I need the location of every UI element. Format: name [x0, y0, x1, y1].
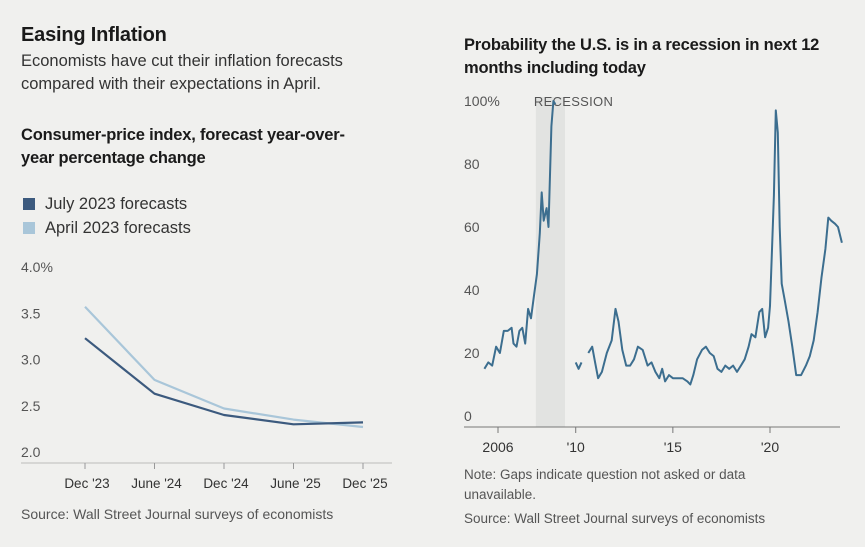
left-chart-title: Consumer-price index, forecast year-over… [21, 124, 345, 170]
cpi-y-tick-label: 4.0% [21, 259, 53, 275]
recession-y-tick-label: 20 [464, 345, 480, 361]
series-line-july-2023 [84, 337, 364, 426]
left-dek-line-1: Economists have cut their inflation fore… [21, 52, 343, 70]
legend-item-april: April 2023 forecasts [23, 216, 191, 240]
cpi-x-tick-label: Dec '24 [203, 476, 249, 491]
right-note-line-2: unavailable. [464, 487, 537, 502]
right-note-line-1: Note: Gaps indicate question not asked o… [464, 467, 746, 482]
recession-x-tick-label: '20 [761, 439, 779, 455]
recession-label: RECESSION [534, 94, 613, 109]
recession-x-tick-label: 2006 [482, 439, 513, 455]
recession-probability-line [574, 361, 583, 370]
cpi-y-tick-label: 3.5 [21, 305, 41, 321]
legend-label-july: July 2023 forecasts [45, 194, 188, 213]
recession-x-tick-label: '10 [567, 439, 585, 455]
recession-x-tick-label: '15 [664, 439, 682, 455]
recession-y-tick-label: 80 [464, 156, 480, 172]
legend-item-july: July 2023 forecasts [23, 192, 191, 216]
recession-y-tick-label: 100% [464, 93, 500, 109]
left-chart-title-line-2: year percentage change [21, 149, 206, 167]
recession-probability-line [587, 109, 843, 386]
cpi-x-tick-label: June '24 [131, 476, 182, 491]
cpi-x-tick-label: June '25 [270, 476, 321, 491]
legend-swatch-april [23, 222, 35, 234]
left-dek: Economists have cut their inflation fore… [21, 50, 343, 96]
right-chart-title-line-1: Probability the U.S. is in a recession i… [464, 36, 820, 54]
right-chart-title: Probability the U.S. is in a recession i… [464, 34, 819, 80]
cpi-x-tick-label: Dec '23 [64, 476, 109, 491]
left-dek-line-2: compared with their expectations in Apri… [21, 75, 321, 93]
cpi-line-chart: 4.0% 3.5 3.0 2.5 2.0 Dec '23 June '24 Dec '24 Ju… [21, 259, 392, 491]
cpi-x-tick-label: Dec '25 [342, 476, 387, 491]
cpi-y-tick-label: 2.5 [21, 398, 41, 414]
recession-y-tick-label: 60 [464, 219, 480, 235]
recession-probability-line [483, 100, 557, 370]
recession-probability-chart: RECESSION 100% 80 60 40 20 0 2006 '10 '15 '20 [464, 93, 843, 455]
right-note: Note: Gaps indicate question not asked o… [464, 465, 745, 505]
legend-label-april: April 2023 forecasts [45, 218, 191, 237]
left-chart-title-line-1: Consumer-price index, forecast year-over… [21, 126, 345, 144]
cpi-y-tick-label: 2.0 [21, 444, 41, 460]
cpi-legend: July 2023 forecasts April 2023 forecasts [23, 192, 191, 240]
recession-y-tick-label: 0 [464, 408, 472, 424]
recession-y-tick-label: 40 [464, 282, 480, 298]
left-headline: Easing Inflation [21, 24, 167, 46]
cpi-y-tick-label: 3.0 [21, 352, 41, 368]
left-source: Source: Wall Street Journal surveys of e… [21, 506, 334, 522]
legend-swatch-july [23, 198, 35, 210]
right-source: Source: Wall Street Journal surveys of e… [464, 511, 766, 526]
right-chart-title-line-2: months including today [464, 59, 646, 77]
series-line-april-2023 [84, 306, 364, 429]
